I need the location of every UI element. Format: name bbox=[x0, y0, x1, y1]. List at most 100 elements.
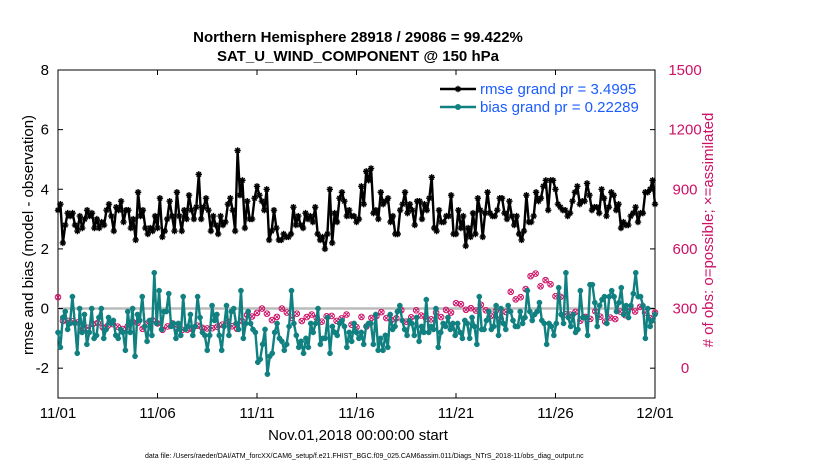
bias-point bbox=[136, 317, 143, 324]
bias-point bbox=[623, 302, 629, 309]
rmse-point bbox=[236, 192, 244, 199]
bias-point bbox=[134, 311, 141, 318]
rmse-point bbox=[586, 192, 593, 199]
bias-point bbox=[644, 305, 651, 312]
obs-possible-point bbox=[273, 313, 281, 321]
rmse-point bbox=[569, 198, 576, 205]
rmse-point bbox=[379, 200, 387, 208]
x-tick-label: 11/16 bbox=[338, 405, 374, 422]
rmse-point bbox=[503, 215, 511, 223]
bias-point bbox=[548, 323, 555, 330]
bias-point bbox=[418, 323, 425, 330]
rmse-point bbox=[588, 206, 596, 214]
rmse-point bbox=[528, 218, 535, 226]
rmse-point bbox=[574, 183, 581, 190]
bias-point bbox=[394, 308, 401, 315]
bias-point bbox=[483, 317, 490, 324]
bias-point bbox=[339, 317, 345, 324]
rmse-point bbox=[79, 224, 86, 232]
obs-assimilated-point bbox=[55, 294, 61, 300]
rmse-point bbox=[71, 221, 79, 229]
obs-assimilated-point bbox=[378, 309, 384, 315]
bias-point bbox=[596, 302, 603, 309]
obs-assimilated-point bbox=[518, 294, 524, 300]
rmse-point bbox=[142, 224, 149, 232]
bias-point bbox=[558, 311, 564, 318]
bias-point bbox=[553, 320, 560, 327]
obs-assimilated-point bbox=[528, 273, 534, 279]
rmse-point bbox=[96, 224, 103, 232]
bias-point bbox=[649, 317, 656, 324]
rmse-point bbox=[435, 206, 443, 214]
bias-point bbox=[510, 317, 516, 324]
y-tick-label: 4 bbox=[41, 181, 49, 198]
bias-point bbox=[192, 323, 199, 330]
bias-point bbox=[317, 341, 324, 348]
rmse-point bbox=[130, 215, 137, 223]
rmse-point bbox=[343, 212, 350, 220]
rmse-point bbox=[88, 209, 96, 217]
bias-point bbox=[122, 347, 129, 354]
bias-point bbox=[498, 305, 504, 312]
bias-point bbox=[221, 323, 227, 330]
rmse-point bbox=[173, 189, 181, 196]
bias-point bbox=[247, 320, 254, 327]
rmse-point bbox=[309, 218, 317, 226]
rmse-point bbox=[375, 215, 382, 223]
bias-point bbox=[519, 320, 526, 327]
bias-point bbox=[370, 341, 377, 348]
bias-point bbox=[170, 320, 177, 327]
bias-point bbox=[185, 323, 191, 330]
rmse-point bbox=[646, 186, 654, 193]
rmse-point bbox=[74, 227, 81, 235]
rmse-point bbox=[164, 215, 171, 223]
bias-point bbox=[329, 323, 336, 330]
y-tick-label: 6 bbox=[41, 122, 49, 139]
rmse-point bbox=[319, 233, 326, 241]
rmse-point bbox=[287, 230, 295, 238]
bias-point bbox=[209, 302, 215, 309]
bias-point bbox=[392, 323, 398, 330]
rmse-point bbox=[171, 227, 178, 235]
legend-marker bbox=[454, 85, 462, 93]
obs-assimilated-point bbox=[538, 283, 544, 289]
bias-point bbox=[551, 332, 557, 339]
rmse-point bbox=[217, 212, 224, 220]
obs-assimilated-point bbox=[309, 312, 315, 317]
bias-point bbox=[105, 314, 112, 321]
bias-point bbox=[103, 326, 109, 333]
rmse-point bbox=[542, 177, 549, 184]
rmse-point bbox=[469, 209, 477, 217]
rmse-point bbox=[464, 224, 472, 232]
bias-point bbox=[76, 305, 83, 312]
bias-point bbox=[59, 314, 66, 321]
bias-point bbox=[476, 293, 483, 300]
bias-point bbox=[387, 311, 394, 318]
rmse-point bbox=[190, 215, 198, 223]
bias-point bbox=[632, 269, 639, 276]
bias-point bbox=[216, 332, 223, 339]
obs-assimilated-point bbox=[368, 315, 374, 321]
rmse-point bbox=[639, 209, 647, 217]
obs-assimilated-point bbox=[264, 311, 270, 317]
rmse-point bbox=[484, 189, 491, 196]
bias-point bbox=[132, 353, 138, 360]
rmse-point bbox=[341, 198, 348, 205]
bias-point bbox=[628, 302, 634, 309]
y-tick-label: -2 bbox=[36, 360, 49, 377]
rmse-point bbox=[149, 227, 156, 235]
bias-point bbox=[356, 335, 362, 342]
rmse-point bbox=[137, 212, 144, 220]
rmse-point bbox=[477, 206, 484, 214]
obs-assimilated-point bbox=[413, 307, 419, 313]
bias-point bbox=[173, 335, 179, 342]
bias-point bbox=[437, 329, 444, 336]
rmse-point bbox=[360, 200, 367, 208]
bias-point bbox=[81, 311, 88, 318]
rmse-point bbox=[241, 224, 249, 232]
bias-point bbox=[257, 356, 264, 363]
bias-point bbox=[570, 311, 577, 318]
rmse-point bbox=[91, 224, 98, 232]
bias-point bbox=[589, 281, 596, 288]
bias-point bbox=[55, 329, 61, 336]
